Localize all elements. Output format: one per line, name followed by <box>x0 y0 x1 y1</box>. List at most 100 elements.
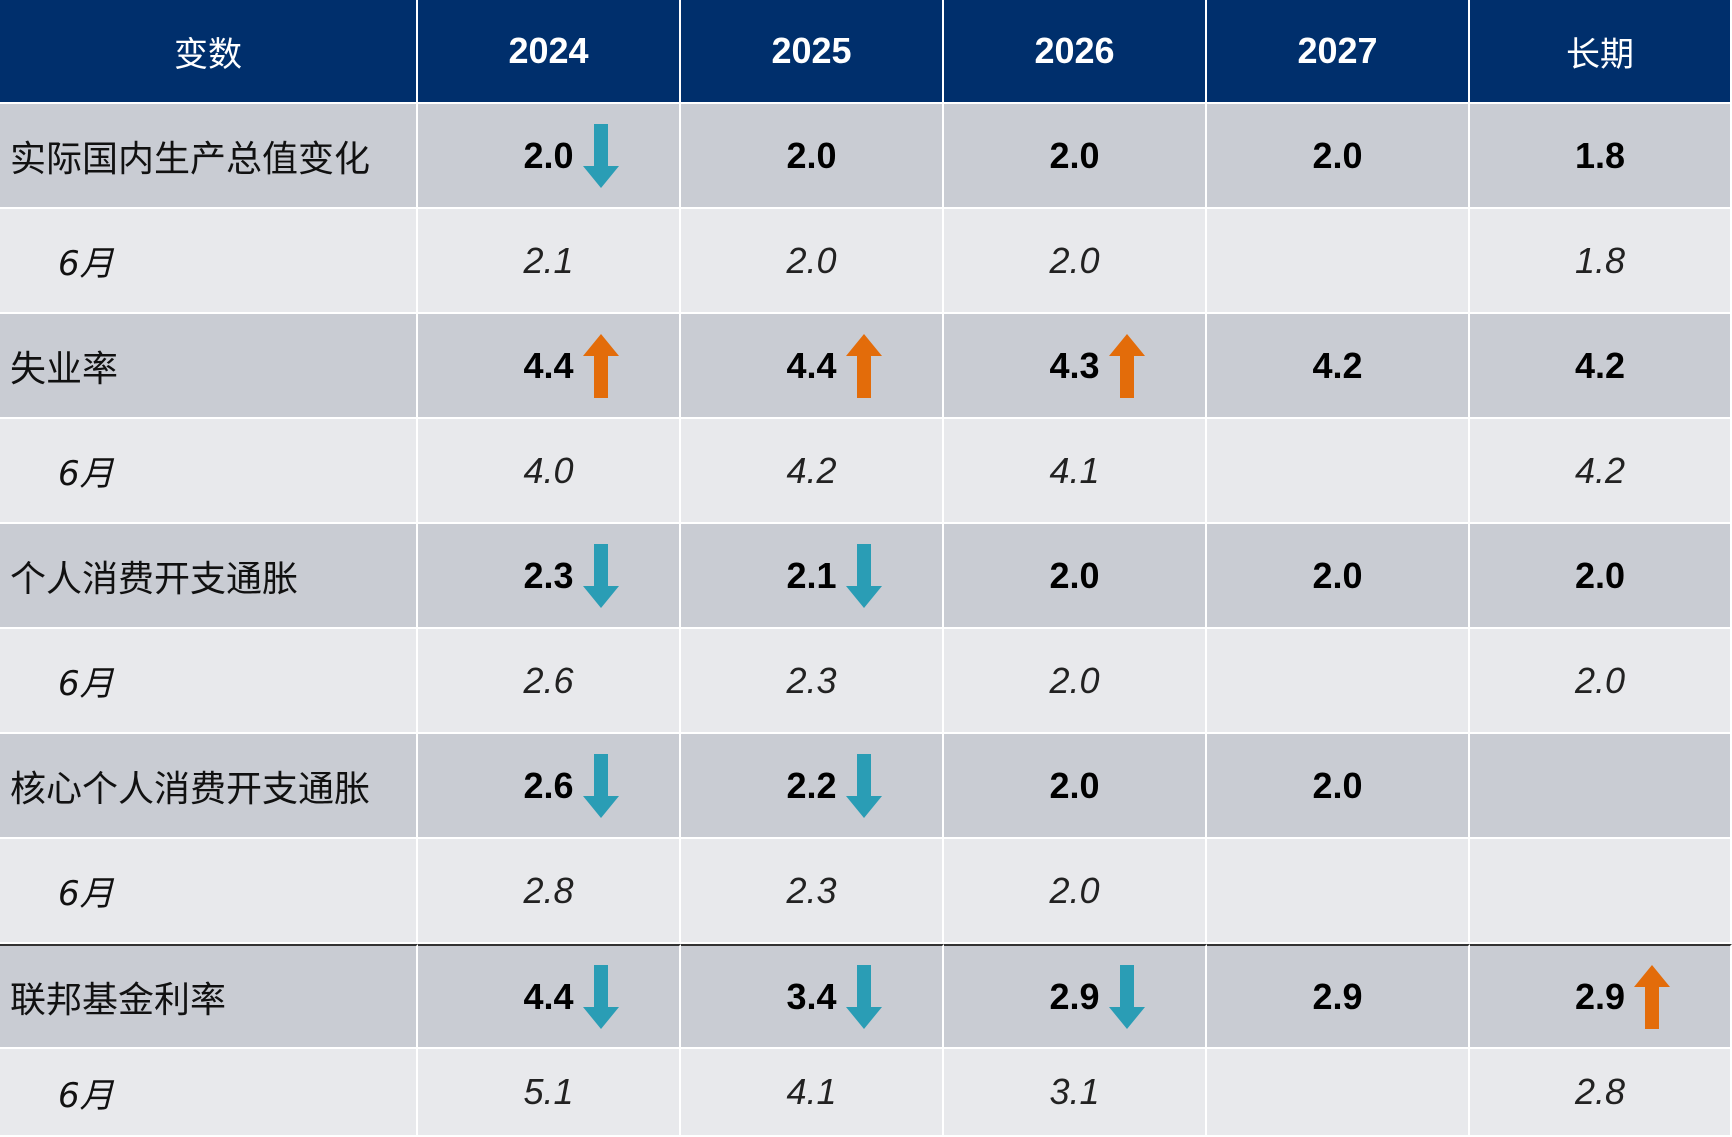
value-cell: 4.3 <box>944 314 1207 419</box>
down-arrow-icon <box>582 543 619 608</box>
value-cell: 2.0 <box>1207 104 1470 209</box>
value-cell <box>1207 839 1470 944</box>
value-cell <box>1207 209 1470 314</box>
value-cell: 2.0 <box>681 209 944 314</box>
value-cell: 2.0 <box>418 104 681 209</box>
value-text: 1.8 <box>1574 134 1626 176</box>
value-cell: 4.2 <box>1470 314 1732 419</box>
header-variable: 变数 <box>0 0 418 104</box>
value-text: 2.9 <box>1312 975 1363 1017</box>
row-sublabel: 6月 <box>0 209 418 314</box>
down-arrow-icon <box>845 753 882 818</box>
value-cell: 2.9 <box>944 944 1207 1049</box>
value-text: 3.1 <box>1049 1071 1100 1112</box>
value-cell: 2.6 <box>418 629 681 734</box>
value-text: 4.2 <box>1574 344 1626 386</box>
value-cell: 4.4 <box>418 314 681 419</box>
value-cell: 2.2 <box>681 734 944 839</box>
value-cell: 2.6 <box>418 734 681 839</box>
value-text: 4.2 <box>1312 344 1363 386</box>
value-text: 2.0 <box>786 239 837 281</box>
value-text: 2.0 <box>1049 659 1100 701</box>
value-text: 2.0 <box>1049 764 1100 806</box>
value-cell: 4.2 <box>1470 419 1732 524</box>
down-arrow-icon <box>582 123 619 188</box>
value-text: 4.0 <box>523 449 574 491</box>
value-text: 4.1 <box>1049 449 1100 491</box>
value-text: 2.6 <box>523 659 574 701</box>
value-cell: 2.3 <box>681 839 944 944</box>
down-arrow-icon <box>845 543 882 608</box>
value-text: 2.0 <box>1049 554 1100 596</box>
value-cell: 2.0 <box>1470 524 1732 629</box>
value-text: 2.0 <box>786 134 837 176</box>
up-arrow-icon <box>1108 333 1145 398</box>
value-text: 4.3 <box>1049 344 1100 386</box>
row-label: 核心个人消费开支通胀 <box>0 734 418 839</box>
header-col-1: 2024 <box>418 0 681 104</box>
value-cell: 2.9 <box>1470 944 1732 1049</box>
value-cell: 2.0 <box>681 104 944 209</box>
value-cell: 2.1 <box>418 209 681 314</box>
row-label: 失业率 <box>0 314 418 419</box>
value-text: 1.8 <box>1574 239 1626 281</box>
value-cell: 3.1 <box>944 1049 1207 1137</box>
value-cell: 1.8 <box>1470 104 1732 209</box>
value-cell: 2.0 <box>944 209 1207 314</box>
value-text: 2.1 <box>523 239 574 281</box>
value-text: 2.0 <box>1312 764 1363 806</box>
value-text: 5.1 <box>523 1071 574 1112</box>
value-text: 2.0 <box>1049 239 1100 281</box>
down-arrow-icon <box>845 964 882 1029</box>
value-text: 2.0 <box>1574 659 1626 701</box>
value-text: 4.1 <box>786 1071 837 1112</box>
value-cell: 2.0 <box>1207 524 1470 629</box>
value-cell: 2.9 <box>1207 944 1470 1049</box>
value-cell: 4.4 <box>681 314 944 419</box>
down-arrow-icon <box>1108 964 1145 1029</box>
value-text: 2.8 <box>523 869 574 911</box>
value-cell: 2.0 <box>944 104 1207 209</box>
up-arrow-icon <box>1634 964 1670 1029</box>
value-text: 2.0 <box>1049 134 1100 176</box>
value-cell: 2.3 <box>418 524 681 629</box>
value-cell: 2.8 <box>418 839 681 944</box>
value-text: 2.3 <box>523 554 574 596</box>
value-text: 2.0 <box>1312 554 1363 596</box>
value-cell: 2.3 <box>681 629 944 734</box>
value-text: 2.0 <box>1574 554 1626 596</box>
value-text: 2.9 <box>1574 975 1626 1017</box>
value-text: 3.4 <box>786 975 837 1017</box>
value-text: 2.0 <box>523 134 574 176</box>
value-cell: 2.0 <box>1470 629 1732 734</box>
value-cell: 3.4 <box>681 944 944 1049</box>
value-cell: 2.0 <box>1207 734 1470 839</box>
value-text: 2.0 <box>1312 134 1363 176</box>
down-arrow-icon <box>582 753 619 818</box>
value-cell <box>1207 419 1470 524</box>
row-sublabel: 6月 <box>0 1049 418 1137</box>
value-cell <box>1207 1049 1470 1137</box>
value-cell: 2.8 <box>1470 1049 1732 1137</box>
value-cell <box>1207 629 1470 734</box>
up-arrow-icon <box>845 333 882 398</box>
value-cell: 4.2 <box>681 419 944 524</box>
row-label: 实际国内生产总值变化 <box>0 104 418 209</box>
down-arrow-icon <box>582 964 619 1029</box>
value-text: 2.0 <box>1049 869 1100 911</box>
value-cell: 2.0 <box>944 734 1207 839</box>
value-cell: 4.4 <box>418 944 681 1049</box>
value-text: 4.4 <box>523 975 574 1017</box>
value-cell <box>1470 734 1732 839</box>
value-cell <box>1470 839 1732 944</box>
value-cell: 4.0 <box>418 419 681 524</box>
value-cell: 4.1 <box>944 419 1207 524</box>
value-cell: 4.2 <box>1207 314 1470 419</box>
value-cell: 5.1 <box>418 1049 681 1137</box>
header-col-4: 2027 <box>1207 0 1470 104</box>
value-text: 4.2 <box>1574 449 1626 491</box>
value-text: 2.9 <box>1049 975 1100 1017</box>
value-text: 2.3 <box>786 869 837 911</box>
value-cell: 2.0 <box>944 629 1207 734</box>
header-col-5: 长期 <box>1470 0 1732 104</box>
